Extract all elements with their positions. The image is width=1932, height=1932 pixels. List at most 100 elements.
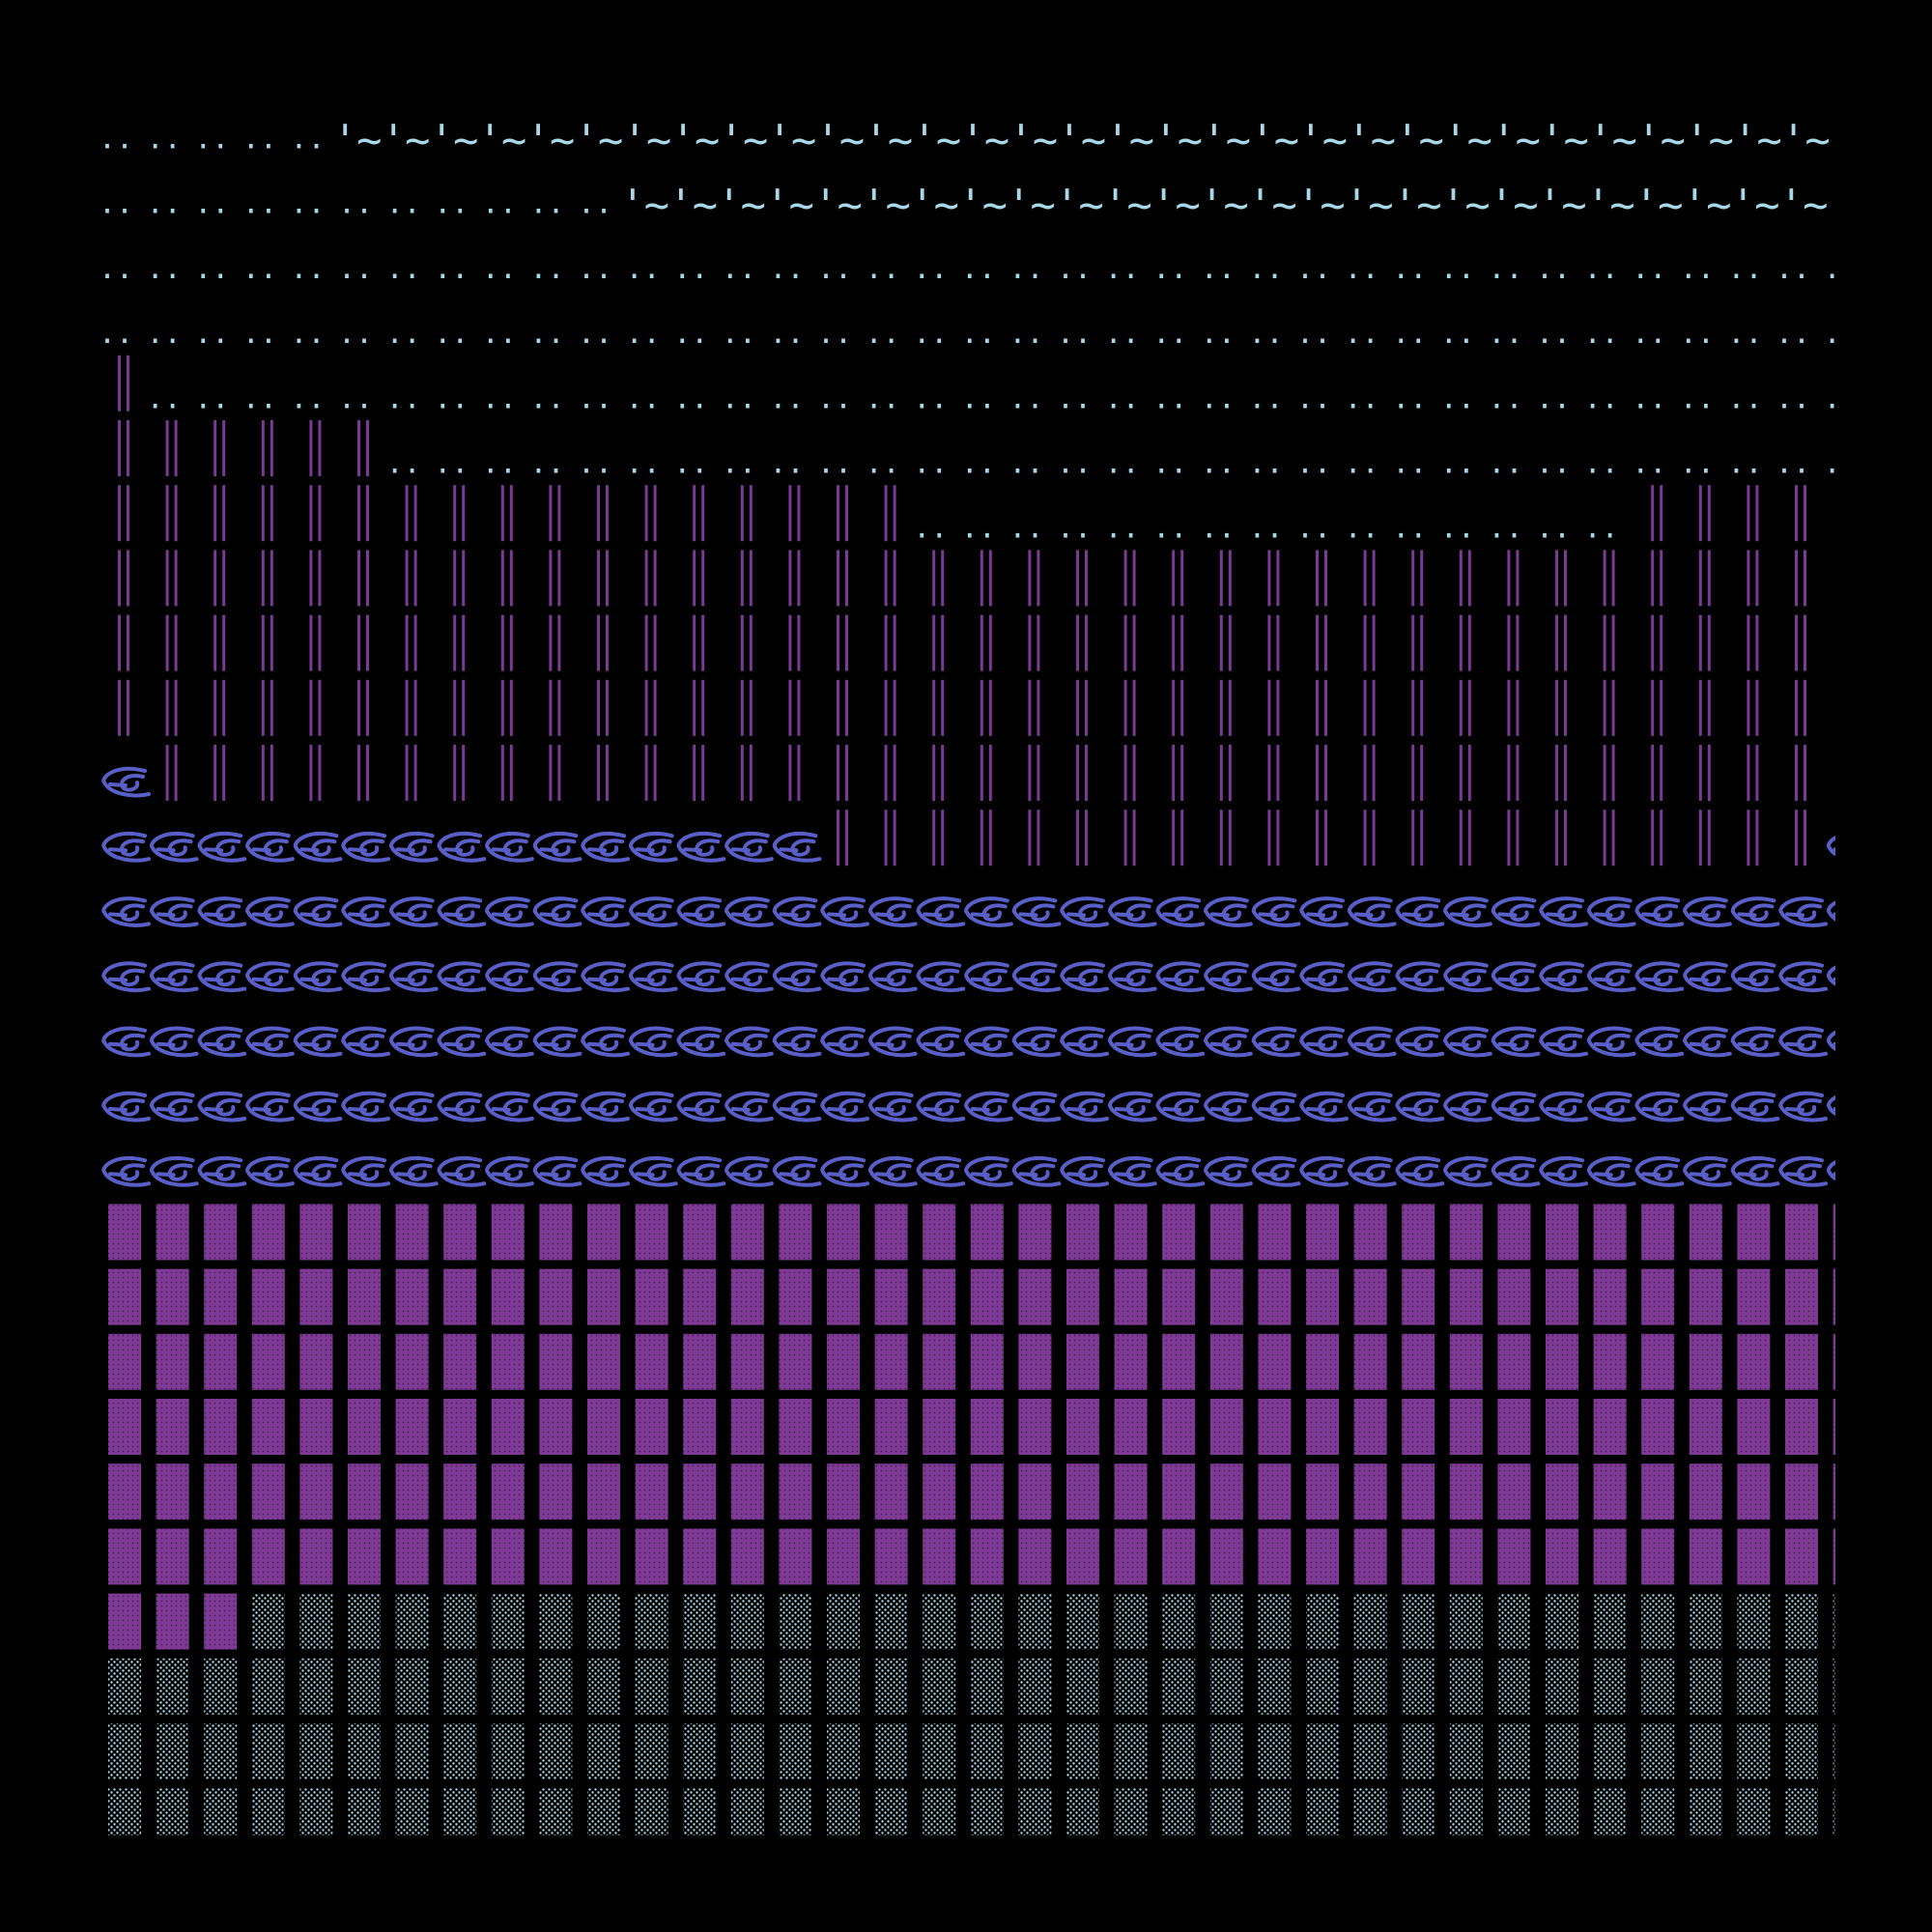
block-glyph	[1114, 1399, 1148, 1455]
pillar-stroke	[1363, 550, 1367, 607]
curl-bar	[970, 1041, 990, 1047]
dots-glyph: ··	[1105, 520, 1140, 554]
pillar-stroke	[1507, 679, 1511, 736]
curl-inner	[311, 838, 337, 857]
pillar-stroke	[1747, 614, 1750, 671]
pillar-stroke	[740, 679, 744, 736]
stipple-glyph	[1018, 1593, 1052, 1650]
pillar-glyph	[740, 614, 753, 671]
block-glyph	[1593, 1399, 1627, 1455]
curl-bar	[108, 1107, 128, 1112]
pillar-stroke	[1324, 679, 1327, 736]
pillar-stroke	[1516, 679, 1520, 736]
pillar-glyph	[1555, 810, 1567, 867]
dots-glyph: ··	[1776, 260, 1810, 294]
stipple-glyph	[1546, 1593, 1578, 1650]
pillar-stroke	[845, 679, 848, 736]
pillar-stroke	[1037, 614, 1040, 671]
block-glyph	[156, 1528, 189, 1585]
pillar-glyph	[932, 550, 945, 607]
curl-inner	[120, 1098, 145, 1117]
curl-outer	[293, 961, 343, 993]
curl-outer	[1204, 1026, 1253, 1058]
pillar-stroke	[1219, 679, 1223, 736]
pillar-stroke	[1795, 810, 1798, 867]
curl-bar	[1546, 1172, 1565, 1178]
curl-outer	[1634, 1156, 1685, 1187]
pillar-stroke	[1660, 679, 1663, 736]
curl-outer	[1826, 836, 1835, 857]
curl-inner	[551, 1098, 577, 1117]
pillar-stroke	[1132, 810, 1136, 867]
curl-outer	[916, 1026, 966, 1058]
block-glyph	[1018, 1528, 1052, 1585]
curl-inner	[1365, 968, 1391, 987]
curl-bar	[1737, 1172, 1757, 1178]
curl-outer	[245, 896, 295, 927]
stipple-glyph	[156, 1658, 189, 1715]
curl-bar	[491, 847, 511, 853]
pillar-glyph	[549, 550, 561, 607]
pillar-stroke	[606, 745, 609, 801]
stipple-glyph	[348, 1788, 381, 1835]
block-glyph	[204, 1204, 238, 1261]
curl-bar	[1258, 1172, 1278, 1178]
curl-glyph	[772, 961, 822, 993]
curl-bar	[683, 1107, 703, 1112]
pillar-glyph	[788, 550, 801, 607]
block-glyph	[874, 1528, 908, 1585]
curl-inner	[1653, 903, 1679, 922]
stipple-glyph	[1833, 1723, 1835, 1779]
pillar-stroke	[644, 485, 648, 542]
curl-glyph	[388, 1026, 439, 1058]
block-glyph	[204, 1463, 238, 1520]
pillar-stroke	[118, 614, 121, 671]
block-glyph	[539, 1268, 573, 1325]
curl-outer	[1347, 896, 1397, 927]
curl-inner	[934, 903, 960, 922]
curl-inner	[120, 968, 145, 987]
curl-inner	[1748, 1033, 1775, 1052]
curl-bar	[204, 912, 224, 918]
curl-inner	[646, 968, 672, 987]
pillar-stroke	[1228, 550, 1232, 607]
curl-outer	[916, 1091, 966, 1122]
curl-bar	[443, 912, 464, 918]
block-glyph	[1593, 1268, 1627, 1325]
stipple-glyph	[1689, 1723, 1722, 1779]
pillar-stroke	[749, 550, 753, 607]
pillar-glyph	[597, 550, 609, 607]
dots-glyph: ··	[578, 455, 612, 489]
curl-glyph	[724, 896, 774, 927]
curl-bar	[587, 847, 607, 853]
pillar-stroke	[1564, 745, 1567, 801]
pillar-glyph	[357, 614, 369, 671]
pillar-stroke	[1467, 810, 1471, 867]
curl-inner	[1413, 1098, 1439, 1117]
pillar-glyph	[644, 485, 657, 542]
curl-inner	[1413, 1033, 1439, 1052]
block-glyph	[1306, 1463, 1339, 1520]
curl-bar	[1209, 1041, 1230, 1047]
pillar-glyph	[1316, 550, 1327, 607]
block-glyph	[923, 1528, 956, 1585]
curl-outer	[197, 1091, 247, 1122]
pillar-stroke	[1611, 679, 1615, 736]
pillar-glyph	[1459, 614, 1471, 671]
pillar-stroke	[222, 679, 226, 736]
curl-inner	[599, 1163, 624, 1181]
block-glyph	[1833, 1333, 1835, 1390]
block-glyph	[1018, 1333, 1052, 1390]
dots-glyph: ··	[482, 455, 517, 489]
curl-inner	[599, 1098, 624, 1117]
dots-glyph: ··	[626, 326, 661, 359]
curl-outer	[1586, 1026, 1636, 1058]
curl-outer	[341, 896, 390, 927]
curl-bar	[1114, 1041, 1134, 1047]
curl-inner	[502, 903, 528, 922]
curl-inner	[1557, 1163, 1582, 1181]
curl-inner	[599, 1033, 624, 1052]
curl-inner	[1125, 903, 1151, 922]
pillar-glyph	[693, 550, 705, 607]
stipple-glyph	[1402, 1788, 1435, 1835]
